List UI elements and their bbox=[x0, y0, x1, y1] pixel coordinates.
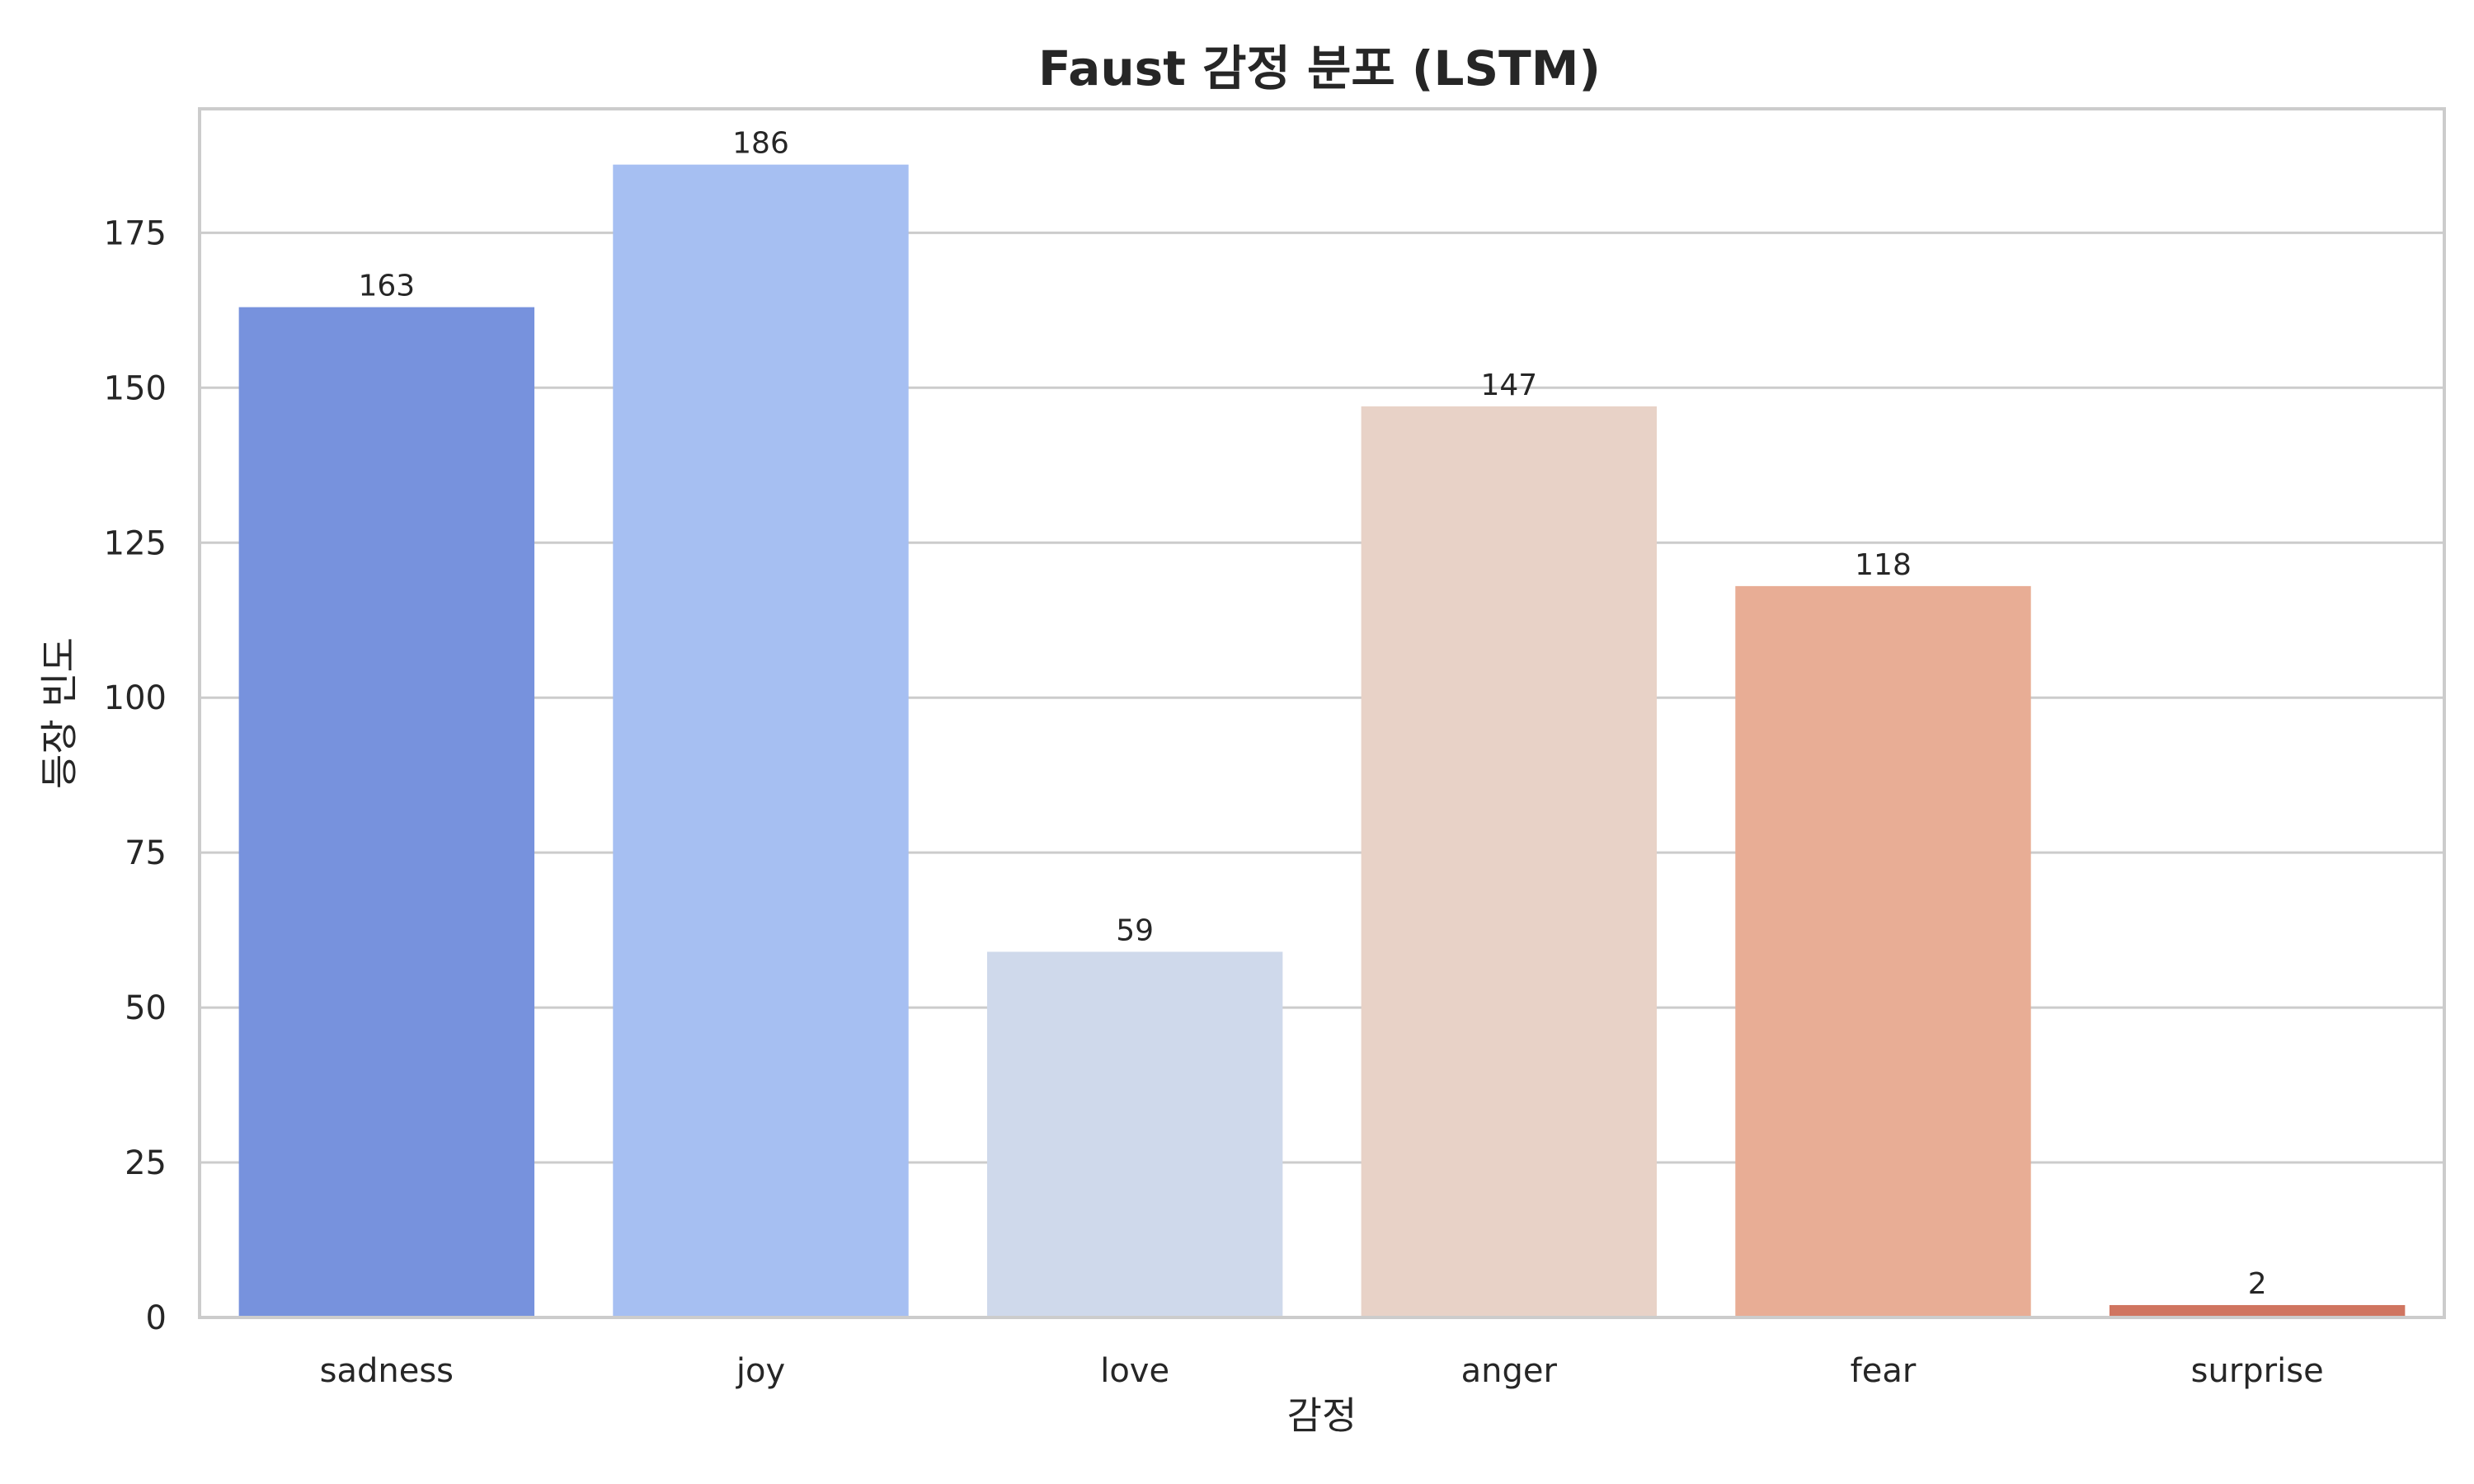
bar-joy bbox=[613, 164, 909, 1318]
y-tick-label: 125 bbox=[104, 524, 167, 562]
chart-title: Faust 감정 분포 (LSTM) bbox=[1038, 40, 1601, 96]
y-tick-label: 100 bbox=[104, 679, 167, 717]
bar-sadness bbox=[238, 307, 535, 1318]
x-tick-label-surprise: surprise bbox=[2191, 1352, 2324, 1390]
x-tick-label-sadness: sadness bbox=[320, 1352, 454, 1390]
y-tick-label: 0 bbox=[146, 1299, 167, 1337]
y-axis-label: 등장 빈도 bbox=[37, 637, 82, 789]
y-tick-label: 175 bbox=[104, 214, 167, 252]
data-label-sadness: 163 bbox=[358, 270, 415, 303]
x-tick-label-joy: joy bbox=[736, 1352, 785, 1390]
bars bbox=[238, 164, 2406, 1318]
gridlines bbox=[200, 231, 2444, 1164]
data-label-anger: 147 bbox=[1480, 369, 1537, 402]
data-label-joy: 186 bbox=[732, 127, 789, 161]
data-label-surprise: 2 bbox=[2248, 1267, 2267, 1301]
bar-love bbox=[986, 951, 1283, 1317]
x-axis-label: 감정 bbox=[1287, 1393, 1357, 1438]
y-tick-label: 50 bbox=[125, 989, 167, 1027]
plot-frame bbox=[198, 107, 2446, 1319]
y-tick-label: 150 bbox=[104, 369, 167, 407]
data-label-fear: 118 bbox=[1855, 548, 1912, 582]
x-tick-label-love: love bbox=[1100, 1352, 1169, 1390]
x-tick-label-anger: anger bbox=[1461, 1352, 1558, 1390]
x-tick-labels: sadness joy love anger fear surprise bbox=[320, 1352, 2324, 1390]
data-labels: 163 186 59 147 118 2 bbox=[358, 127, 2266, 1301]
y-tick-label: 75 bbox=[125, 834, 167, 872]
y-tick-label: 25 bbox=[125, 1144, 167, 1182]
bar-fear bbox=[1735, 585, 2031, 1317]
y-tick-labels: 0 25 50 75 100 125 150 175 bbox=[104, 214, 167, 1337]
bar-surprise bbox=[2109, 1304, 2406, 1317]
data-label-love: 59 bbox=[1116, 913, 1154, 947]
bar-anger bbox=[1361, 406, 1658, 1317]
x-tick-label-fear: fear bbox=[1851, 1352, 1917, 1390]
